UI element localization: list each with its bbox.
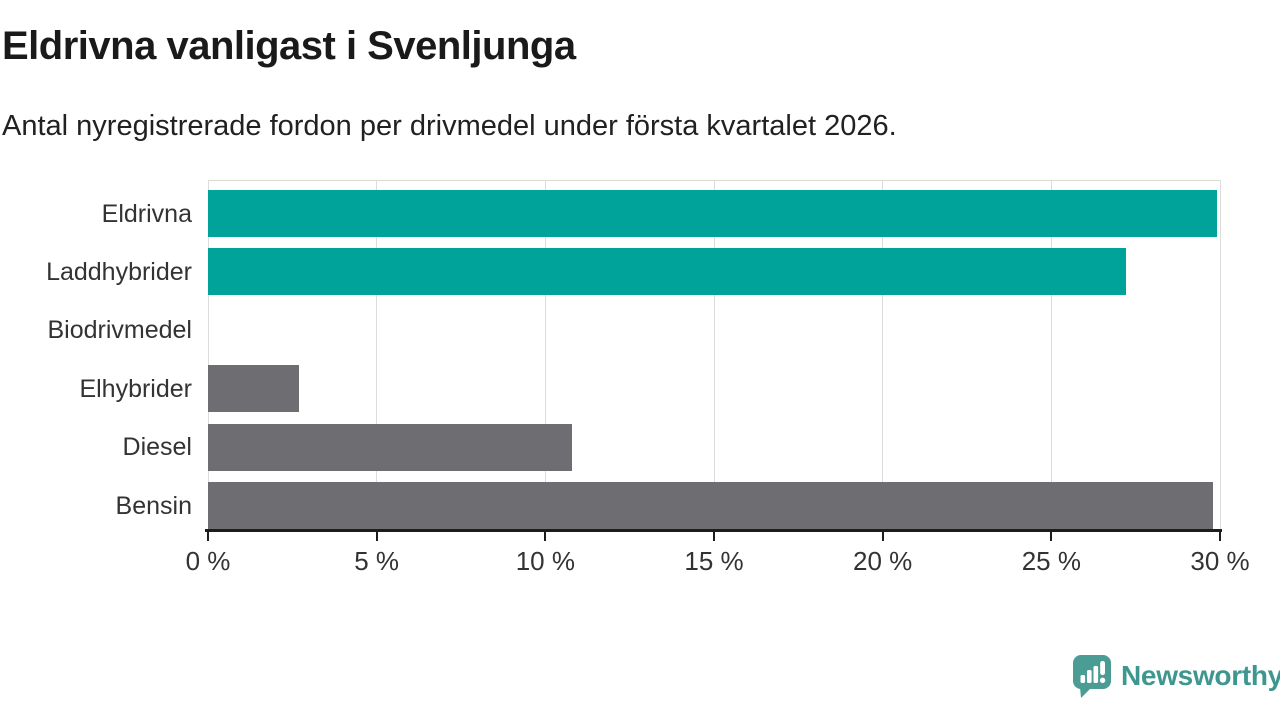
x-tick-label: 25 % xyxy=(1021,546,1081,576)
bar-bensin xyxy=(208,482,1214,529)
gridline-25 xyxy=(1050,179,1052,529)
x-tick-label: 5 % xyxy=(354,546,400,576)
category-label: Eldrivna xyxy=(101,199,192,228)
chart-title: Eldrivna vanligast i Svenljunga xyxy=(2,24,576,68)
x-tick-label: 20 % xyxy=(853,546,913,576)
x-axis-tick-0 xyxy=(207,532,209,541)
category-label: Bensin xyxy=(115,491,192,520)
bar-elhybrider xyxy=(208,365,300,413)
chart-subtitle: Antal nyregistrerade fordon per drivmede… xyxy=(2,110,897,142)
category-label: Laddhybrider xyxy=(46,257,192,286)
x-axis-tick-5 xyxy=(375,532,378,541)
category-label: Diesel xyxy=(122,433,192,462)
newsworthy-logo-text: Newsworthy xyxy=(1121,660,1280,691)
gridline-10 xyxy=(544,179,546,529)
x-axis-tick-25 xyxy=(1050,532,1053,541)
newsworthy-logo-icon xyxy=(1073,655,1111,698)
x-axis-tick-15 xyxy=(713,532,715,541)
x-tick-label: 15 % xyxy=(684,546,744,576)
gridline-30 xyxy=(1219,179,1221,529)
x-axis-tick-10 xyxy=(544,532,547,541)
bar-diesel xyxy=(208,423,573,471)
bar-eldrivna xyxy=(208,190,1217,237)
x-axis-line xyxy=(205,529,1222,532)
gridline-15 xyxy=(713,179,715,529)
newsworthy-logo: Newsworthy xyxy=(1072,654,1280,698)
gridline-0 xyxy=(207,179,209,529)
category-label: Biodrivmedel xyxy=(47,316,192,345)
category-label: Elhybrider xyxy=(79,374,192,403)
bar-laddhybrider xyxy=(208,248,1126,296)
x-axis-tick-20 xyxy=(881,532,884,541)
x-tick-label: 30 % xyxy=(1190,546,1250,576)
gridline-5 xyxy=(376,179,378,529)
x-axis-tick-30 xyxy=(1219,532,1221,541)
x-tick-label: 10 % xyxy=(515,546,575,576)
gridline-20 xyxy=(882,179,884,529)
x-tick-label: 0 % xyxy=(185,546,231,576)
